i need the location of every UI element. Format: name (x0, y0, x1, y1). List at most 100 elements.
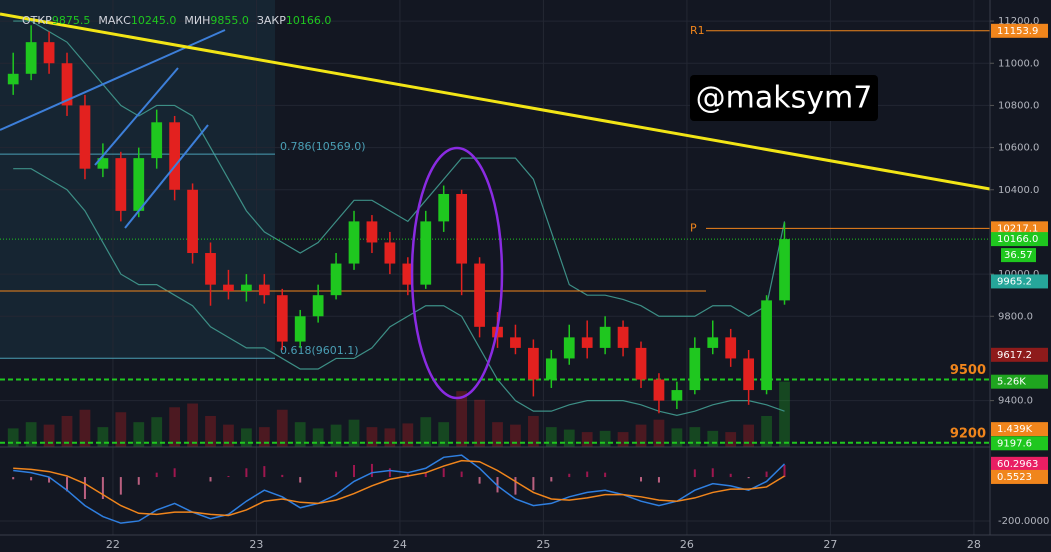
drawings: @maksym7 (0, 12, 991, 400)
header-value: 9855.0 (210, 14, 249, 27)
candle-body (671, 390, 683, 401)
level-label: 0.618(9601.1) (280, 344, 359, 357)
volume-bar (743, 424, 755, 447)
header-label: ЗАКР (257, 14, 286, 27)
countdown-label: 36.57 (1004, 250, 1033, 261)
volume-bar (169, 407, 181, 447)
candle-body (366, 221, 378, 243)
candle-body (545, 358, 557, 380)
volume-bar (294, 422, 306, 447)
macd-histogram (640, 477, 643, 482)
volume-bar (725, 432, 737, 447)
y-tick-label: 11200.0 (998, 16, 1039, 27)
volume-bar (438, 422, 450, 447)
price-label: 11153.9 (997, 26, 1038, 37)
y-tick-label: 10800.0 (998, 100, 1039, 111)
level-label: 0.786(10569.0) (280, 140, 366, 153)
macd-histogram (711, 468, 714, 478)
candle-body (563, 337, 575, 359)
x-tick-label: 25 (536, 538, 550, 551)
candle-body (510, 337, 521, 348)
candle-body (456, 193, 468, 264)
macd-histogram (514, 477, 517, 495)
macd-histogram (48, 477, 51, 483)
x-tick-label: 24 (393, 538, 407, 551)
x-tick-label: 26 (680, 538, 694, 551)
candle-body (294, 316, 306, 342)
macd-histogram (281, 474, 284, 478)
candle-body (241, 284, 252, 291)
candle-body (653, 379, 665, 401)
price-label: 9965.2 (997, 276, 1032, 287)
x-tick-label: 28 (967, 538, 981, 551)
macd-histogram (245, 468, 248, 478)
bollinger-lower (13, 168, 785, 416)
macd-histogram (101, 477, 104, 500)
candle-body (599, 326, 611, 348)
candle-body (384, 242, 396, 264)
price-label-box (991, 374, 1048, 389)
candle-body (348, 221, 360, 264)
candle-body (187, 189, 198, 254)
price-label: 0.5523 (997, 472, 1032, 483)
volume-bar (581, 432, 593, 447)
price-label-box (991, 436, 1048, 451)
candle-body (420, 221, 432, 285)
macd-histogram (460, 471, 463, 478)
price-label: 10217.1 (997, 223, 1038, 234)
macd-histogram (119, 477, 122, 495)
macd-histogram (137, 477, 140, 485)
volume-bar (276, 409, 288, 447)
volume-bar (43, 424, 55, 447)
candle-body (743, 358, 755, 391)
macd-histogram (83, 477, 86, 500)
macd-histogram (299, 477, 302, 483)
macd-histogram (353, 464, 356, 478)
candle-body (79, 105, 91, 169)
candle-body (725, 337, 737, 359)
candle-body (223, 284, 234, 291)
volume-bar (599, 430, 611, 447)
macd-histogram (442, 468, 445, 478)
y-tick-label: -200.0000 (998, 516, 1049, 527)
header-label: МАКС (98, 14, 131, 27)
macd-histogram (209, 477, 212, 482)
volume-bar (761, 415, 772, 447)
macd-histogram (12, 477, 15, 480)
macd-line (13, 454, 786, 524)
candle-body (151, 122, 163, 159)
volume-bar (474, 399, 485, 447)
volume-bar (25, 422, 37, 447)
price-label-box (991, 221, 1048, 236)
macd-histogram (227, 475, 230, 478)
bollinger-upper (13, 20, 786, 317)
y-tick-label: 10400.0 (998, 185, 1039, 196)
volume-bar (779, 381, 790, 447)
price-label: 1.439K (997, 424, 1033, 435)
channel-line (94, 67, 179, 166)
header-value: 10245.0 (131, 14, 177, 27)
macd-histogram (693, 469, 696, 478)
header: ОТКР9875.5 МАКС10245.0 МИН9855.0 ЗАКР10166.… (22, 14, 331, 27)
price-label-box (991, 469, 1048, 484)
volume-bar (61, 415, 73, 447)
macd-histogram (657, 477, 660, 483)
level-label: 9500 (950, 363, 986, 378)
candle-body (402, 263, 414, 285)
candle-body (115, 158, 127, 211)
level-label: R1 (690, 24, 705, 37)
volume-bar (348, 419, 360, 447)
header-label: МИН (184, 14, 210, 27)
y-tick-label: 11000.0 (998, 58, 1039, 69)
volume-bar (366, 427, 378, 447)
header-label: ОТКР (22, 14, 52, 27)
macd-histogram (550, 477, 553, 482)
plot-area: R1 0.786(10569.0) P 0.618(9601.1) 9500 9200 (0, 0, 990, 535)
volume-bar (545, 427, 557, 447)
y-tick-label: 9800.0 (998, 311, 1033, 322)
price-label: 9197.6 (997, 438, 1032, 449)
volume-bar (79, 409, 91, 447)
macd-histogram (173, 468, 176, 478)
macd-histogram (335, 471, 338, 478)
candle-body (258, 284, 270, 296)
